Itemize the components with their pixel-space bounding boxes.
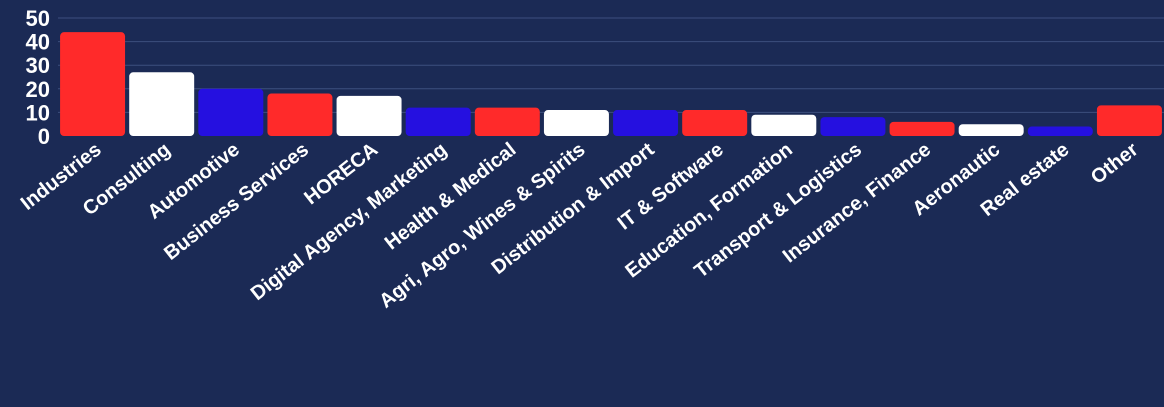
bar-other — [1096, 105, 1162, 136]
bar-industries — [60, 32, 126, 136]
bar-health-medical — [474, 107, 540, 136]
bar-distribution-import — [613, 110, 679, 136]
bar-digital-agency-marketing — [405, 107, 471, 136]
y-tick-label: 20 — [26, 77, 50, 102]
y-tick-label: 30 — [26, 53, 50, 78]
bars — [60, 32, 1162, 136]
bar-aeronautic — [958, 124, 1024, 136]
y-tick-label: 10 — [26, 100, 50, 125]
x-category-label: Other — [1087, 138, 1143, 188]
y-tick-label: 40 — [26, 30, 50, 55]
bar-automotive — [198, 88, 264, 136]
bar-business-services — [267, 93, 333, 136]
bar-real-estate — [1027, 126, 1093, 136]
bar-consulting — [129, 72, 195, 136]
bar-insurance-finance — [889, 121, 955, 136]
bar-it-software — [682, 110, 748, 136]
y-tick-label: 0 — [38, 124, 50, 149]
bar-transport-logistics — [820, 117, 886, 136]
y-tick-label: 50 — [26, 6, 50, 31]
bar-education-formation — [751, 114, 817, 136]
bar-agri-agro-wines-spirits — [543, 110, 609, 136]
bar-horeca — [336, 95, 402, 136]
